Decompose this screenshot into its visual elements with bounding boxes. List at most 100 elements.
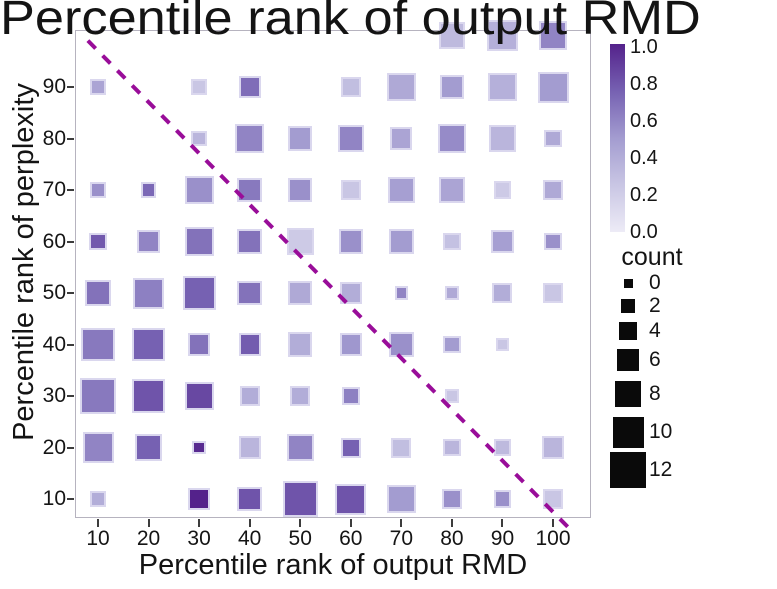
data-point xyxy=(541,436,565,459)
y-tick-label: 30 xyxy=(42,384,66,407)
x-tick xyxy=(349,519,352,527)
data-point xyxy=(90,182,106,198)
data-point xyxy=(235,124,265,153)
colorbar-tick-label: 0.8 xyxy=(630,73,658,95)
colorbar-tick-label: 1.0 xyxy=(630,36,658,58)
data-point xyxy=(188,487,211,511)
data-point xyxy=(237,486,262,512)
x-tick xyxy=(501,519,504,527)
data-point xyxy=(544,232,562,251)
data-point xyxy=(493,490,512,508)
data-point xyxy=(390,127,413,150)
colorbar-tick-label: 0.4 xyxy=(630,147,658,169)
x-tick-label: 40 xyxy=(237,527,262,550)
size-legend-square xyxy=(621,299,635,313)
data-point xyxy=(437,124,467,153)
data-point xyxy=(237,280,262,306)
data-point xyxy=(493,181,512,199)
data-point xyxy=(443,232,461,251)
data-point xyxy=(443,335,461,354)
data-point xyxy=(493,438,512,457)
y-tick xyxy=(67,343,74,346)
chart-title: Percentile rank of output RMD xyxy=(0,0,701,45)
data-point xyxy=(286,434,314,461)
data-point xyxy=(184,381,214,411)
y-axis-label: Percentile rank of perplexity xyxy=(8,83,40,441)
data-point xyxy=(90,79,106,95)
y-tick-label: 10 xyxy=(42,487,66,510)
y-tick-label: 90 xyxy=(42,75,66,98)
data-point xyxy=(340,437,361,458)
x-tick xyxy=(198,519,201,527)
data-point xyxy=(495,337,510,352)
data-point xyxy=(443,438,461,457)
x-tick-label: 80 xyxy=(440,527,464,550)
x-axis-label: Percentile rank of output RMD xyxy=(138,549,528,581)
data-point xyxy=(335,483,367,515)
data-point xyxy=(338,229,363,254)
data-point xyxy=(282,481,318,517)
y-tick-label: 50 xyxy=(42,281,66,304)
y-tick-label: 20 xyxy=(42,435,66,459)
x-tick-label: 20 xyxy=(136,527,161,550)
size-legend-square xyxy=(619,322,637,340)
data-point xyxy=(237,229,262,254)
data-point xyxy=(89,232,107,251)
data-point xyxy=(439,74,465,100)
colorbar-tick-label: 0.6 xyxy=(630,110,658,132)
data-point xyxy=(488,72,517,102)
x-tick-label: 100 xyxy=(535,527,571,550)
x-tick xyxy=(552,519,555,527)
x-tick xyxy=(299,519,302,527)
x-tick-label: 90 xyxy=(490,527,515,550)
data-point xyxy=(445,286,459,300)
size-legend-label: 0 xyxy=(649,271,661,294)
data-point xyxy=(386,484,416,514)
data-point xyxy=(131,379,166,413)
data-point xyxy=(537,71,569,103)
x-tick-label: 70 xyxy=(389,527,414,550)
y-tick xyxy=(67,395,74,397)
data-point xyxy=(543,283,564,303)
data-point xyxy=(491,230,514,253)
data-point xyxy=(394,286,409,300)
data-point xyxy=(80,378,116,414)
data-point xyxy=(492,283,513,303)
data-point xyxy=(188,333,211,356)
data-point xyxy=(288,280,313,306)
x-tick xyxy=(450,519,453,527)
size-legend-square xyxy=(616,348,640,372)
data-point xyxy=(237,177,262,203)
data-point xyxy=(438,176,466,204)
size-legend-label: 8 xyxy=(649,382,661,405)
data-point xyxy=(184,175,214,205)
data-point xyxy=(288,177,313,203)
data-point xyxy=(191,79,207,95)
data-point xyxy=(544,129,562,148)
data-point xyxy=(391,437,412,458)
data-point xyxy=(82,432,114,463)
colorbar-gradient xyxy=(610,44,625,232)
y-tick xyxy=(67,86,74,88)
data-point xyxy=(441,489,462,509)
x-tick xyxy=(400,519,403,527)
size-legend-title: count xyxy=(621,243,683,271)
data-point xyxy=(133,277,165,309)
data-point xyxy=(137,230,160,253)
y-tick-label: 70 xyxy=(42,178,66,201)
data-point xyxy=(184,227,214,256)
data-point xyxy=(543,180,564,200)
data-point xyxy=(288,332,313,357)
data-point xyxy=(290,386,311,406)
size-legend-label: 10 xyxy=(649,420,673,443)
data-point xyxy=(337,125,365,152)
data-point xyxy=(339,281,362,305)
data-point xyxy=(238,436,261,459)
size-legend-label: 6 xyxy=(649,348,661,371)
data-point xyxy=(386,72,416,102)
x-tick-label: 30 xyxy=(187,527,211,550)
data-point xyxy=(140,182,157,198)
data-point xyxy=(131,327,166,362)
data-point xyxy=(84,279,112,307)
data-point xyxy=(238,75,261,99)
